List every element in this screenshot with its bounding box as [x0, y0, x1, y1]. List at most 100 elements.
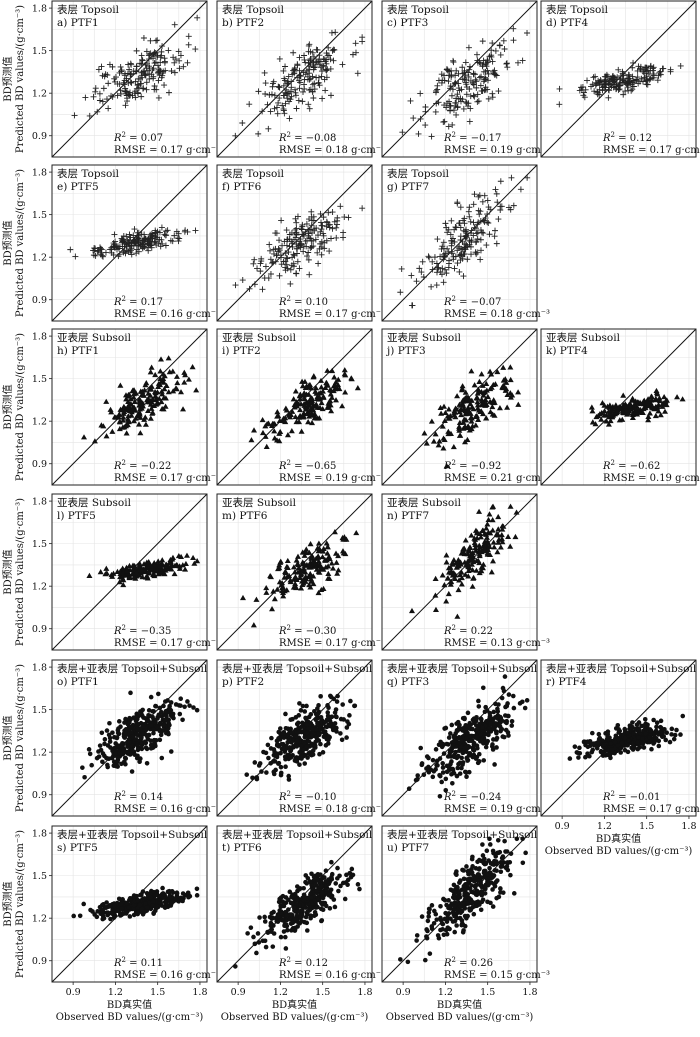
- data-point: [310, 752, 316, 757]
- data-point: [335, 865, 340, 871]
- data-point: [445, 123, 452, 130]
- data-point: [99, 730, 105, 736]
- data-point: [457, 224, 464, 231]
- data-point: [337, 203, 344, 210]
- data-point: [585, 744, 591, 750]
- data-point: [282, 258, 289, 265]
- data-point: [111, 75, 118, 82]
- data-point: [323, 743, 329, 748]
- data-point: [505, 713, 511, 719]
- data-point: [446, 257, 453, 264]
- y-tick-label: 0.9: [32, 624, 47, 635]
- data-point: [129, 730, 134, 735]
- data-point: [288, 717, 294, 722]
- data-point: [270, 915, 276, 921]
- data-point: [490, 742, 495, 747]
- data-point: [137, 60, 144, 67]
- data-point: [474, 91, 481, 98]
- data-point: [276, 95, 283, 102]
- data-point: [415, 773, 421, 778]
- data-point: [114, 80, 121, 87]
- data-point: [303, 253, 310, 260]
- data-point: [115, 730, 121, 736]
- data-point: [143, 732, 149, 738]
- data-point: [509, 718, 515, 724]
- data-point: [582, 86, 589, 93]
- data-point: [271, 931, 277, 936]
- data-point: [71, 112, 78, 119]
- data-point: [161, 58, 168, 65]
- data-point: [293, 231, 300, 238]
- panel-layer-title: 表层 Topsoil: [57, 3, 120, 16]
- data-point: [333, 714, 339, 719]
- y-tick-label: 1.8: [32, 4, 47, 15]
- data-point: [162, 242, 169, 249]
- data-point: [116, 719, 122, 724]
- panel-label: j) PTF3: [385, 345, 426, 357]
- panel-layer-title: 亚表层 Subsoil: [387, 496, 462, 509]
- data-point: [251, 934, 256, 940]
- data-point: [97, 743, 103, 748]
- data-point: [287, 266, 294, 273]
- data-point: [449, 86, 456, 93]
- data-point: [319, 222, 326, 229]
- data-point: [667, 739, 673, 745]
- data-point: [296, 725, 301, 730]
- data-point: [486, 231, 493, 238]
- data-point: [171, 69, 178, 76]
- data-point: [473, 238, 480, 245]
- data-point: [113, 763, 119, 769]
- data-point: [250, 775, 255, 781]
- data-point: [171, 59, 178, 66]
- data-point: [114, 243, 121, 250]
- data-point: [454, 247, 461, 254]
- data-point: [262, 919, 268, 924]
- data-point: [82, 94, 89, 101]
- data-point: [264, 770, 269, 775]
- data-point: [339, 61, 346, 68]
- data-point: [104, 728, 110, 733]
- data-point: [345, 719, 350, 724]
- x-tick-label: 0.9: [231, 987, 246, 998]
- y-tick-label: 1.5: [32, 374, 47, 385]
- data-point: [159, 43, 166, 50]
- data-point: [150, 75, 157, 82]
- data-point: [328, 876, 334, 882]
- data-point: [476, 211, 483, 218]
- points: [556, 59, 684, 108]
- data-point: [615, 742, 621, 748]
- data-point: [311, 86, 318, 93]
- r2-value: R2 = 0.14: [113, 790, 163, 803]
- data-point: [328, 235, 335, 242]
- data-point: [477, 218, 484, 225]
- data-point: [631, 730, 636, 736]
- data-point: [397, 289, 404, 296]
- data-point: [125, 238, 132, 245]
- data-point: [306, 70, 313, 77]
- data-point: [107, 904, 113, 909]
- data-point: [257, 915, 262, 920]
- data-point: [280, 107, 287, 114]
- data-point: [506, 692, 512, 697]
- data-point: [447, 103, 454, 110]
- panel-label: f) PTF6: [222, 181, 262, 193]
- data-point: [449, 771, 454, 777]
- data-point: [165, 47, 172, 54]
- data-point: [289, 240, 296, 247]
- data-point: [591, 741, 596, 747]
- panel-layer-title: 表层+亚表层 Topsoil+Subsoil: [57, 828, 208, 841]
- data-point: [246, 101, 253, 108]
- data-point: [430, 774, 436, 780]
- data-point: [287, 916, 292, 922]
- data-point: [81, 901, 86, 907]
- data-point: [297, 73, 304, 80]
- data-point: [108, 745, 113, 750]
- data-point: [485, 219, 492, 226]
- data-point: [442, 266, 449, 273]
- data-point: [112, 903, 117, 909]
- data-point: [99, 98, 106, 105]
- data-point: [291, 236, 298, 243]
- y-tick-label: 1.8: [32, 497, 47, 508]
- panel-layer-title: 表层 Topsoil: [387, 3, 450, 16]
- data-point: [430, 757, 436, 763]
